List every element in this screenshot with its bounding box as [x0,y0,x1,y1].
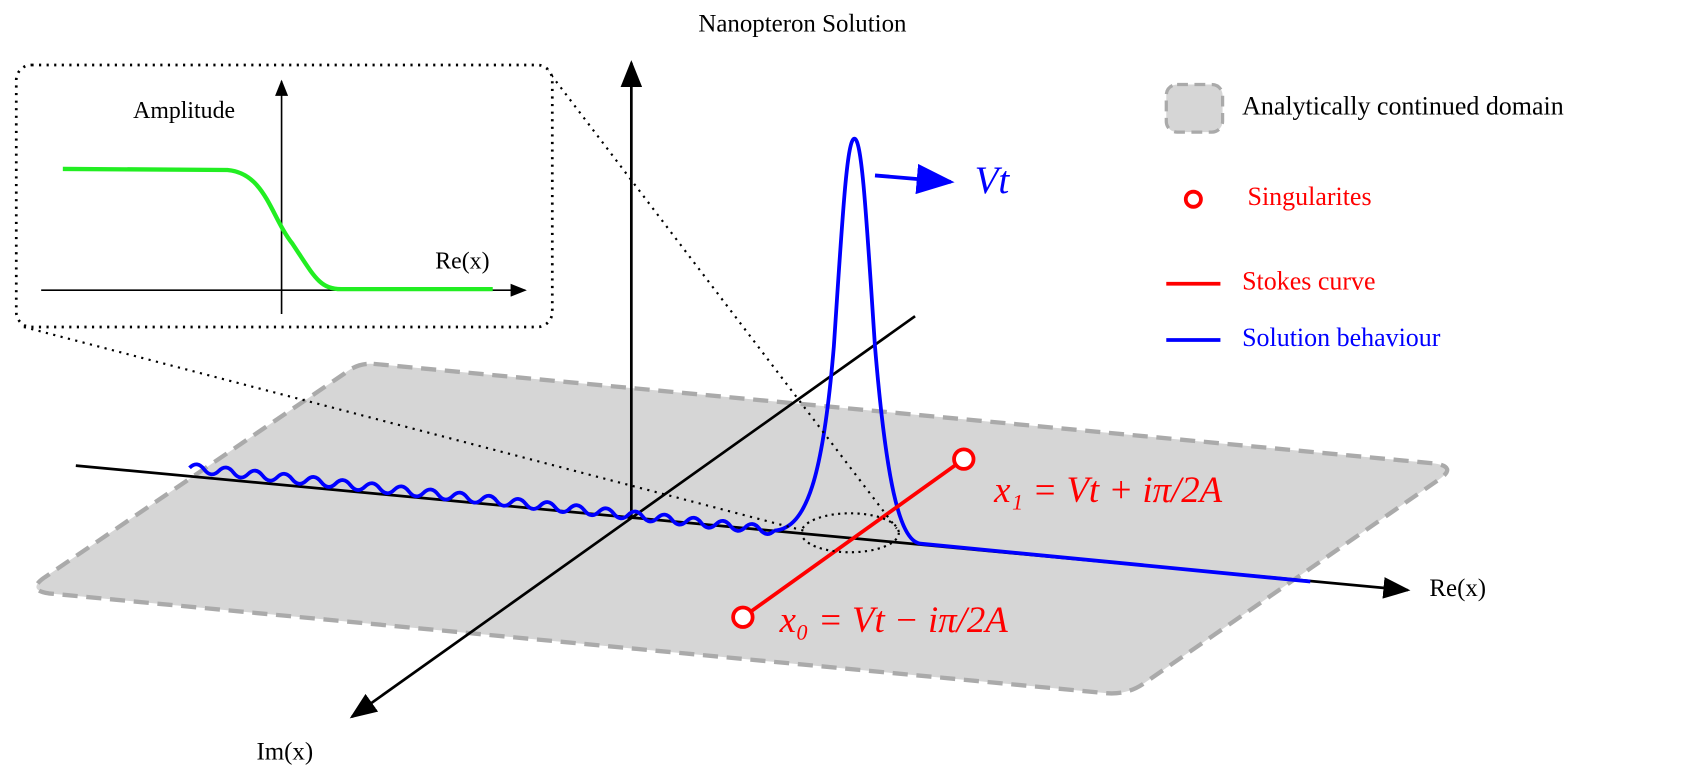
inset-curve [62,166,493,292]
x1-label: x₁ = Vt + iπ/2A [993,469,1223,510]
legend-label: Analytically continued domain [1242,91,1564,120]
singularity [731,605,755,629]
legend-label: Stokes curve [1242,267,1375,296]
re-label: Re(x) [1429,575,1486,602]
title: Nanopteron Solution [698,11,907,38]
singularity [952,447,976,471]
zoom-line [23,325,804,532]
ripple [188,462,776,536]
stokes-curve [741,457,965,619]
legend-domain-swatch [1164,82,1225,134]
x0-label: x₀ = Vt − iπ/2A [779,599,1009,640]
zoom-line [546,68,898,530]
velocity-arrow [874,163,955,195]
soliton [774,136,1311,584]
im-label: Im(x) [256,738,313,765]
legend-label: Singularites [1247,182,1371,211]
inset-box [14,63,554,329]
legend-singularity-swatch [1183,189,1203,209]
vt-label: Vt [975,159,1011,202]
im-axis [349,315,916,719]
inset-x-label: Re(x) [435,249,489,275]
zoom-region [800,512,900,554]
inset-y-label: Amplitude [133,98,235,124]
legend-label: Solution behaviour [1242,323,1441,352]
